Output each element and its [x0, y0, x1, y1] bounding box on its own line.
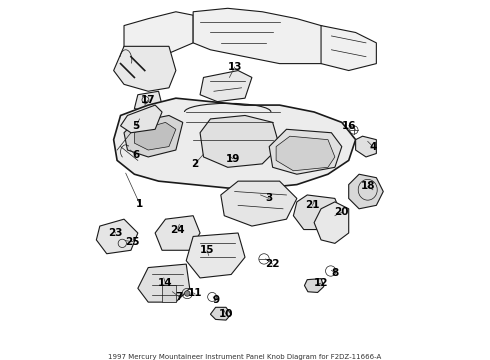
Polygon shape — [162, 285, 176, 302]
Polygon shape — [321, 26, 376, 71]
Polygon shape — [124, 116, 183, 157]
Text: 2: 2 — [191, 159, 198, 169]
Polygon shape — [138, 264, 190, 302]
Polygon shape — [200, 116, 280, 167]
Text: 9: 9 — [212, 296, 219, 305]
Polygon shape — [304, 279, 324, 292]
Polygon shape — [349, 174, 383, 209]
Text: 8: 8 — [331, 268, 339, 278]
Text: 3: 3 — [266, 193, 273, 203]
Polygon shape — [200, 71, 252, 102]
Polygon shape — [221, 181, 297, 226]
Text: 10: 10 — [219, 309, 233, 319]
Polygon shape — [314, 202, 349, 243]
Text: 4: 4 — [369, 141, 377, 152]
Text: 5: 5 — [132, 121, 140, 131]
Polygon shape — [356, 136, 376, 157]
Text: 24: 24 — [171, 225, 185, 234]
Text: 13: 13 — [227, 62, 242, 72]
Polygon shape — [97, 219, 138, 254]
Text: 14: 14 — [158, 278, 173, 288]
Polygon shape — [193, 8, 349, 64]
Text: 25: 25 — [125, 237, 140, 247]
Polygon shape — [134, 91, 162, 112]
Text: 11: 11 — [188, 288, 202, 298]
Circle shape — [185, 291, 190, 296]
Text: 23: 23 — [108, 228, 122, 238]
Polygon shape — [114, 46, 176, 91]
Polygon shape — [134, 122, 176, 150]
Polygon shape — [124, 12, 193, 57]
Polygon shape — [155, 216, 200, 250]
Text: 6: 6 — [132, 150, 140, 160]
Text: 15: 15 — [200, 245, 214, 255]
Text: 20: 20 — [335, 207, 349, 217]
Text: 16: 16 — [342, 121, 356, 131]
Text: 21: 21 — [305, 200, 319, 210]
Text: 17: 17 — [141, 95, 155, 105]
Text: 18: 18 — [361, 181, 375, 191]
Text: 7: 7 — [175, 292, 183, 302]
Text: 22: 22 — [266, 259, 280, 269]
Polygon shape — [114, 98, 356, 188]
Polygon shape — [294, 195, 342, 230]
Text: 1997 Mercury Mountaineer Instrument Panel Knob Diagram for F2DZ-11666-A: 1997 Mercury Mountaineer Instrument Pane… — [108, 354, 382, 360]
Text: 12: 12 — [314, 278, 328, 288]
Polygon shape — [210, 307, 231, 320]
Polygon shape — [121, 105, 162, 133]
Polygon shape — [276, 136, 335, 171]
Polygon shape — [186, 233, 245, 278]
Text: 1: 1 — [136, 199, 143, 208]
Text: 19: 19 — [226, 154, 240, 164]
Polygon shape — [269, 129, 342, 174]
